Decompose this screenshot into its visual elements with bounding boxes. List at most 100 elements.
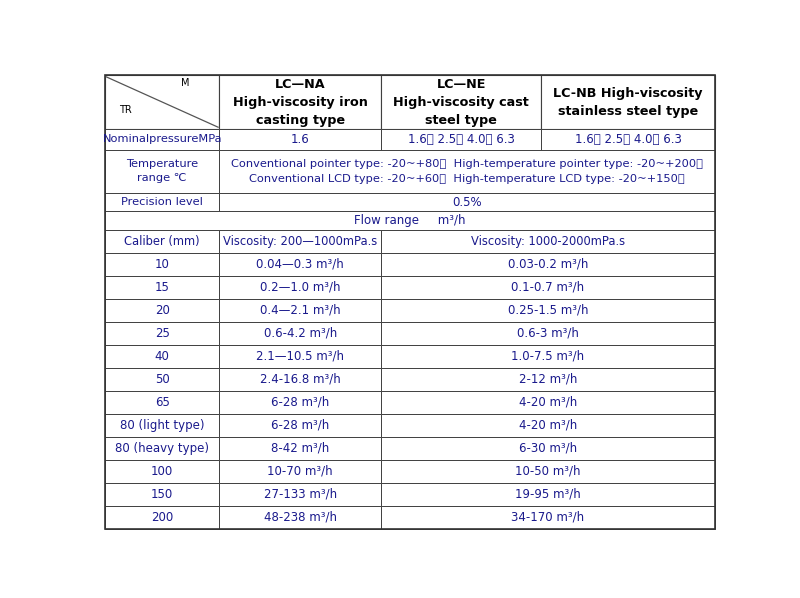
Text: 15: 15 (154, 281, 170, 294)
Text: 10-50 m³/h: 10-50 m³/h (515, 465, 581, 478)
Bar (541, 75, 715, 129)
Text: 25: 25 (154, 327, 170, 340)
Text: Flow range     m³/h: Flow range m³/h (354, 215, 466, 227)
Text: 8-42 m³/h: 8-42 m³/h (271, 442, 330, 454)
Text: 6-30 m³/h: 6-30 m³/h (519, 442, 577, 454)
Text: 4-20 m³/h: 4-20 m³/h (519, 419, 577, 432)
Bar (541, 129, 715, 150)
Text: 1.6: 1.6 (291, 133, 310, 146)
Text: 34-170 m³/h: 34-170 m³/h (511, 511, 585, 524)
Text: 0.03-0.2 m³/h: 0.03-0.2 m³/h (508, 258, 588, 271)
Text: 40: 40 (154, 350, 170, 363)
Text: 0.04—0.3 m³/h: 0.04—0.3 m³/h (256, 258, 344, 271)
Text: 20: 20 (154, 304, 170, 317)
Bar (219, 483, 381, 505)
Bar (381, 460, 715, 483)
Text: 1.6、 2.5、 4.0、 6.3: 1.6、 2.5、 4.0、 6.3 (574, 133, 682, 146)
Bar (219, 414, 381, 437)
Text: 19-95 m³/h: 19-95 m³/h (515, 487, 581, 501)
Text: 0.6-4.2 m³/h: 0.6-4.2 m³/h (263, 327, 337, 340)
Text: TR: TR (119, 105, 132, 115)
Text: 2.4-16.8 m³/h: 2.4-16.8 m³/h (260, 373, 341, 386)
Bar (381, 414, 715, 437)
Text: NominalpressureMPa: NominalpressureMPa (102, 135, 222, 144)
Bar (105, 299, 219, 322)
Bar (105, 345, 219, 368)
Text: LC—NA
High-viscosity iron
casting type: LC—NA High-viscosity iron casting type (233, 78, 368, 127)
Text: 48-238 m³/h: 48-238 m³/h (264, 511, 337, 524)
Bar (381, 230, 715, 253)
Text: 80 (light type): 80 (light type) (120, 419, 205, 432)
Bar (105, 483, 219, 505)
Bar (219, 345, 381, 368)
Text: LC—NE
High-viscosity cast
steel type: LC—NE High-viscosity cast steel type (394, 78, 529, 127)
Text: Conventional pointer type: -20~+80；  High-temperature pointer type: -20~+200；
Co: Conventional pointer type: -20~+80； High… (231, 159, 703, 184)
Text: M: M (181, 78, 190, 89)
Text: 0.1-0.7 m³/h: 0.1-0.7 m³/h (511, 281, 585, 294)
Text: 50: 50 (154, 373, 170, 386)
Bar (105, 253, 219, 276)
Text: Temperature
range ℃: Temperature range ℃ (126, 160, 198, 184)
Bar (381, 390, 715, 414)
Bar (105, 75, 219, 129)
Bar (105, 150, 219, 193)
Text: 27-133 m³/h: 27-133 m³/h (264, 487, 337, 501)
Bar (219, 129, 381, 150)
Text: 100: 100 (151, 465, 174, 478)
Text: 6-28 m³/h: 6-28 m³/h (271, 396, 330, 408)
Text: 0.25-1.5 m³/h: 0.25-1.5 m³/h (508, 304, 588, 317)
Bar (105, 212, 715, 230)
Text: 2-12 m³/h: 2-12 m³/h (519, 373, 578, 386)
Text: 2.1—10.5 m³/h: 2.1—10.5 m³/h (256, 350, 344, 363)
Bar (381, 483, 715, 505)
Bar (381, 299, 715, 322)
Text: 1.6、 2.5、 4.0、 6.3: 1.6、 2.5、 4.0、 6.3 (408, 133, 514, 146)
Bar (381, 253, 715, 276)
Text: Viscosity: 1000-2000mPa.s: Viscosity: 1000-2000mPa.s (471, 235, 625, 248)
Bar (105, 230, 219, 253)
Bar (105, 368, 219, 390)
Text: 0.4—2.1 m³/h: 0.4—2.1 m³/h (260, 304, 341, 317)
Bar (219, 368, 381, 390)
Text: 1.0-7.5 m³/h: 1.0-7.5 m³/h (511, 350, 585, 363)
Bar (381, 276, 715, 299)
Text: 0.5%: 0.5% (452, 196, 482, 209)
Bar (219, 505, 381, 529)
Text: 6-28 m³/h: 6-28 m³/h (271, 419, 330, 432)
Bar (381, 75, 541, 129)
Text: 10-70 m³/h: 10-70 m³/h (267, 465, 333, 478)
Bar (219, 322, 381, 345)
Bar (105, 276, 219, 299)
Bar (105, 129, 219, 150)
Bar (105, 390, 219, 414)
Bar (105, 437, 219, 460)
Bar (219, 437, 381, 460)
Bar (381, 437, 715, 460)
Bar (381, 322, 715, 345)
Bar (219, 75, 381, 129)
Bar (219, 230, 381, 253)
Bar (381, 345, 715, 368)
Text: LC-NB High-viscosity
stainless steel type: LC-NB High-viscosity stainless steel typ… (554, 87, 703, 118)
Bar (219, 390, 381, 414)
Bar (381, 368, 715, 390)
Bar (105, 414, 219, 437)
Bar (219, 253, 381, 276)
Bar (219, 460, 381, 483)
Text: Precision level: Precision level (122, 197, 203, 207)
Text: 10: 10 (154, 258, 170, 271)
Bar (105, 505, 219, 529)
Bar (381, 505, 715, 529)
Text: 0.2—1.0 m³/h: 0.2—1.0 m³/h (260, 281, 341, 294)
Text: 150: 150 (151, 487, 174, 501)
Text: 200: 200 (151, 511, 174, 524)
Bar (105, 460, 219, 483)
Text: Caliber (mm): Caliber (mm) (124, 235, 200, 248)
Bar (219, 150, 715, 193)
Bar (219, 299, 381, 322)
Text: 65: 65 (154, 396, 170, 408)
Bar (219, 193, 715, 212)
Text: 0.6-3 m³/h: 0.6-3 m³/h (517, 327, 579, 340)
Bar (105, 193, 219, 212)
Bar (381, 129, 541, 150)
